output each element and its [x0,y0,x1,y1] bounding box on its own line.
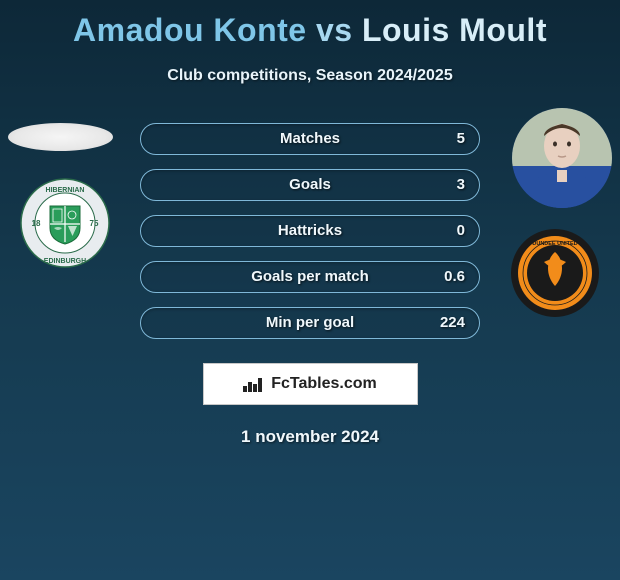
stat-right-value: 0 [457,216,465,246]
stat-right-value: 3 [457,170,465,200]
stat-bars: Matches 5 Goals 3 Hattricks 0 Goals per … [140,123,480,353]
stat-right-value: 5 [457,124,465,154]
svg-text:75: 75 [90,219,99,228]
player2-avatar [512,108,612,208]
stat-label: Hattricks [141,216,479,246]
stat-bar-goals: Goals 3 [140,169,480,201]
stat-label: Min per goal [141,308,479,338]
player1-club-badge: HIBERNIAN EDINBURGH 18 75 [20,178,110,268]
brand-icon [243,376,265,392]
stat-right-value: 224 [440,308,465,338]
player1-avatar [8,123,113,151]
stat-bar-goals-per-match: Goals per match 0.6 [140,261,480,293]
brand-text: FcTables.com [271,375,377,393]
brand-box: FcTables.com [203,363,418,405]
subtitle: Club competitions, Season 2024/2025 [0,67,620,85]
stat-right-value: 0.6 [444,262,465,292]
stat-label: Matches [141,124,479,154]
stat-bar-hattricks: Hattricks 0 [140,215,480,247]
stat-label: Goals [141,170,479,200]
player2-club-badge: DUNDEE UNITED [510,228,600,318]
svg-text:DUNDEE UNITED: DUNDEE UNITED [532,241,577,247]
stats-area: HIBERNIAN EDINBURGH 18 75 DUNDEE UNIT [0,123,620,353]
player1-name: Amadou Konte [73,12,307,48]
stat-bar-matches: Matches 5 [140,123,480,155]
comparison-title: Amadou Konte vs Louis Moult [0,0,620,49]
date-line: 1 november 2024 [0,427,620,447]
vs-text: vs [316,12,353,48]
svg-text:18: 18 [32,219,41,228]
svg-text:EDINBURGH: EDINBURGH [44,258,86,265]
player2-name: Louis Moult [362,12,547,48]
stat-label: Goals per match [141,262,479,292]
svg-text:HIBERNIAN: HIBERNIAN [46,187,85,194]
stat-bar-min-per-goal: Min per goal 224 [140,307,480,339]
